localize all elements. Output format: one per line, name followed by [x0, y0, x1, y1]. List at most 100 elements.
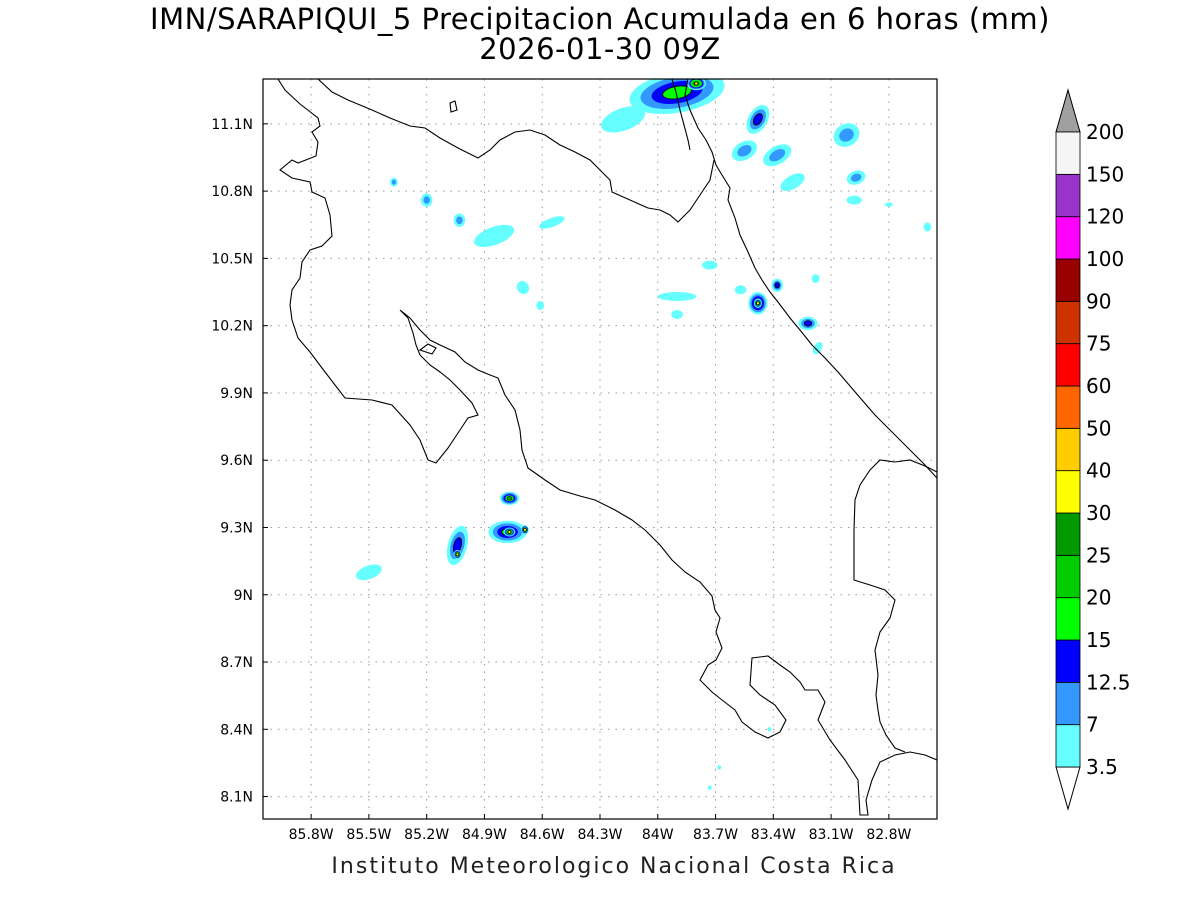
- precip-cell: [539, 216, 565, 229]
- precip-contour: [456, 216, 463, 225]
- colorbar-segment: [1055, 173, 1081, 218]
- precip-contour: [769, 149, 786, 162]
- lat-tick-label: 8.4N: [220, 722, 253, 738]
- precip-contour: [839, 128, 854, 142]
- precip-cell: [780, 173, 805, 192]
- colorbar-segment: [1055, 131, 1081, 175]
- colorbar-segment: [1055, 470, 1081, 514]
- precip-cell: [446, 525, 469, 566]
- lat-tick-label: 9N: [234, 588, 253, 604]
- panama-border: [853, 459, 937, 753]
- precip-cell: [798, 316, 818, 331]
- colorbar-level-label: 20: [1086, 586, 1111, 610]
- longitude-tick-labels: 85.8W 85.5W 85.2W 84.9W 84.6W 84.3W 84W 83.7W 83…: [289, 814, 912, 843]
- colorbar-segment: [1055, 639, 1081, 683]
- precip-contour: [707, 785, 712, 790]
- lat-tick-label: 10.5N: [211, 251, 253, 267]
- nicaragua-border: [317, 79, 715, 223]
- lon-tick-label: 84W: [642, 827, 674, 843]
- colorbar-overflow-arrow: [1055, 88, 1081, 133]
- lat-tick-label: 9.9N: [220, 386, 253, 402]
- colorbar-level-label: 150: [1086, 162, 1124, 186]
- precip-cell: [420, 193, 433, 207]
- precip-contour: [756, 301, 760, 306]
- footer-credit: Instituto Meteorologico Nacional Costa R…: [331, 854, 897, 879]
- colorbar-level-label: 40: [1086, 459, 1111, 483]
- precip-cell: [754, 298, 762, 308]
- precip-cell: [702, 260, 718, 270]
- precip-cell: [516, 281, 530, 295]
- colorbar-level-label: 200: [1086, 120, 1124, 144]
- precip-cell: [503, 527, 516, 537]
- colorbar: 3.5 7 12.5 15 20 25 30 40 50 60 75 90 100 120 150 200: [1055, 88, 1131, 811]
- precip-contour: [522, 527, 527, 532]
- precip-cell: [731, 140, 757, 162]
- precip-cell: [707, 785, 712, 790]
- colorbar-segment: [1055, 512, 1081, 556]
- precip-contour: [803, 320, 813, 327]
- river-channel: [671, 79, 691, 151]
- colorbar-level-label: 75: [1086, 332, 1111, 356]
- precip-contour: [812, 341, 823, 355]
- colorbar-segment: [1055, 385, 1081, 429]
- precip-contour: [885, 202, 893, 207]
- lon-tick-label: 83.7W: [693, 827, 738, 843]
- colorbar-level-label: 15: [1086, 628, 1111, 652]
- lon-tick-label: 84.3W: [577, 827, 622, 843]
- precip-cell: [671, 309, 683, 319]
- precip-contour: [923, 222, 932, 232]
- colorbar-segment: [1055, 300, 1081, 345]
- precip-cell: [812, 341, 823, 355]
- colorbar-segment: [1055, 343, 1081, 387]
- lat-tick-label: 8.1N: [220, 790, 253, 806]
- precip-cell: [811, 274, 820, 284]
- nicoya-gulf-island: [418, 343, 437, 355]
- lon-tick-label: 84.9W: [462, 827, 507, 843]
- colorbar-underflow-arrow: [1055, 766, 1081, 811]
- colorbar-level-label: 12.5: [1086, 670, 1131, 694]
- precip-cell: [833, 123, 860, 147]
- precip-cell: [734, 285, 747, 295]
- lon-tick-label: 83.4W: [751, 827, 796, 843]
- precip-contour: [539, 216, 565, 229]
- colorbar-level-label: 30: [1086, 501, 1111, 525]
- precip-contour: [811, 274, 820, 284]
- colorbar-level-label: 7: [1086, 713, 1099, 737]
- lat-tick-label: 11.1N: [211, 117, 253, 133]
- precip-contour: [737, 144, 752, 157]
- coastlines: [277, 79, 937, 816]
- costa-rica-coastline: [277, 79, 937, 816]
- precip-contour: [702, 260, 718, 270]
- precip-cell: [499, 491, 520, 506]
- caribbean-coastline: [684, 79, 937, 479]
- precip-cell: [453, 213, 466, 227]
- colorbar-segment: [1055, 597, 1081, 641]
- colorbar-segment: [1055, 258, 1081, 302]
- precip-cell: [885, 202, 893, 207]
- colorbar-level-label: 50: [1086, 416, 1111, 440]
- lon-tick-label: 84.6W: [520, 827, 565, 843]
- colorbar-level-label: 120: [1086, 205, 1124, 229]
- precip-cell: [746, 104, 770, 134]
- colorbar-level-label: 60: [1086, 374, 1111, 398]
- precip-cell: [390, 177, 398, 187]
- precip-contour: [780, 173, 805, 192]
- precip-contour: [767, 727, 772, 732]
- precip-cell: [763, 144, 792, 167]
- precip-cell: [923, 222, 932, 232]
- precip-contour: [694, 81, 699, 86]
- colorbar-level-label: 3.5: [1086, 755, 1118, 779]
- precip-contour: [507, 530, 512, 534]
- colorbar-segment: [1055, 216, 1081, 260]
- lon-tick-label: 83.1W: [809, 827, 854, 843]
- lat-tick-label: 8.7N: [220, 655, 253, 671]
- precip-cell: [686, 79, 706, 91]
- latitude-tick-labels: 8.1N 8.4N 8.7N 9N 9.3N 9.6N 9.9N 10.2N 10.5N 10.8…: [211, 117, 268, 806]
- precip-contour: [662, 85, 692, 100]
- lake-island: [449, 100, 458, 113]
- colorbar-level-label: 90: [1086, 289, 1111, 313]
- colorbar-segment: [1055, 681, 1081, 726]
- lon-tick-label: 85.5W: [346, 827, 391, 843]
- precip-contour: [423, 196, 430, 204]
